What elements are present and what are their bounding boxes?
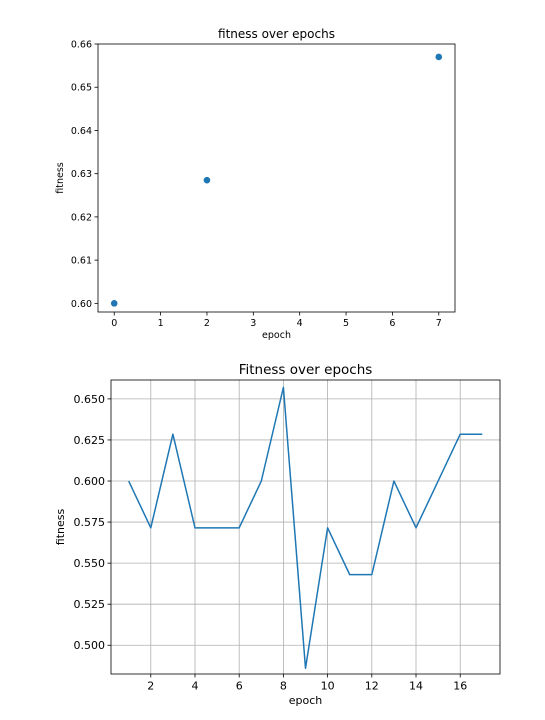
y-tick-label: 0.64 [71, 126, 92, 137]
x-tick-label: 5 [343, 318, 349, 329]
chart-title: fitness over epochs [218, 27, 335, 41]
scatter-chart: fitness over epochs 0 1 2 3 4 5 6 7 0.60 0.61 0.62 0… [55, 27, 456, 340]
x-tick-label: 16 [453, 680, 467, 693]
data-point [203, 176, 211, 184]
y-tick-label: 0.525 [74, 598, 106, 611]
y-axis-label: fitness [55, 162, 66, 194]
x-axis-label: epoch [289, 694, 323, 707]
x-tick-label: 14 [409, 680, 423, 693]
x-tick-label: 2 [204, 318, 210, 329]
y-tick-label: 0.575 [74, 516, 106, 529]
x-tick-label: 10 [321, 680, 335, 693]
plot-frame [110, 379, 501, 675]
x-tick-label: 3 [250, 318, 256, 329]
x-tick-label: 7 [436, 318, 442, 329]
line-chart: Fitness over epochs 2 4 6 8 10 12 14 16 0.500 0.52… [54, 362, 501, 707]
y-tick-label: 0.61 [71, 256, 92, 267]
x-tick-label: 4 [191, 680, 198, 693]
y-tick-label: 0.66 [71, 39, 92, 50]
y-tick-label: 0.62 [71, 212, 92, 223]
plot-frame [97, 43, 456, 313]
data-point [435, 53, 443, 61]
y-axis-label: fitness [54, 509, 67, 546]
data-point [110, 300, 118, 307]
y-tick-label: 0.500 [74, 639, 106, 652]
x-tick-label: 2 [147, 680, 154, 693]
y-tick-label: 0.63 [71, 169, 92, 180]
x-tick-label: 4 [297, 318, 303, 329]
y-tick-label: 0.625 [74, 434, 106, 447]
y-tick-label: 0.60 [71, 299, 92, 310]
y-tick-label: 0.550 [74, 557, 106, 570]
chart-title: Fitness over epochs [239, 362, 373, 378]
x-tick-label: 12 [365, 680, 379, 693]
series-line [128, 386, 483, 669]
x-tick-label: 1 [158, 318, 164, 329]
y-tick-label: 0.600 [74, 475, 106, 488]
y-tick-label: 0.650 [74, 393, 106, 406]
x-tick-label: 8 [280, 680, 287, 693]
y-tick-label: 0.65 [71, 83, 92, 94]
x-tick-label: 6 [389, 318, 395, 329]
x-tick-label: 0 [111, 318, 117, 329]
x-tick-label: 6 [236, 680, 243, 693]
x-axis-label: epoch [262, 330, 291, 340]
